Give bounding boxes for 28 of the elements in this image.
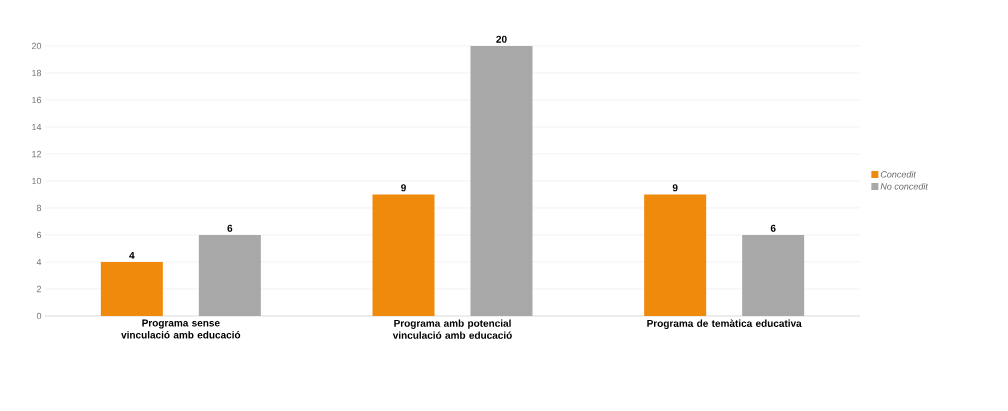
y-tick-label: 10 — [32, 177, 42, 185]
data-label: 9 — [401, 184, 406, 192]
legend-label: Concedit — [880, 170, 917, 178]
x-tick-label: Programa de temàtica educativa — [647, 319, 802, 329]
bar — [100, 261, 163, 316]
bar — [372, 194, 435, 316]
y-tick-label: 6 — [36, 231, 42, 239]
data-label: 9 — [672, 184, 678, 192]
bar — [742, 234, 805, 316]
bar — [198, 234, 261, 316]
bar — [470, 45, 533, 316]
data-label: 6 — [770, 224, 776, 232]
y-tick-label: 8 — [36, 204, 42, 212]
y-tick-label: 18 — [32, 69, 42, 77]
data-label: 6 — [227, 224, 233, 232]
x-tick-label: Programa sense vinculació amb educació — [121, 319, 241, 339]
legend-label: No concedit — [880, 182, 929, 190]
y-tick-label: 14 — [32, 123, 42, 131]
y-tick-label: 4 — [36, 258, 42, 266]
y-tick-label: 20 — [31, 42, 42, 50]
y-tick-label: 16 — [32, 96, 42, 104]
data-label: 20 — [496, 35, 507, 43]
y-tick-label: 2 — [36, 285, 42, 293]
bar — [644, 194, 707, 316]
data-label: 4 — [129, 251, 135, 259]
y-tick-label: 12 — [32, 150, 42, 158]
x-tick-label: Programa amb potencial vinculació amb educació — [392, 319, 512, 339]
y-tick-label: 0 — [36, 312, 42, 320]
